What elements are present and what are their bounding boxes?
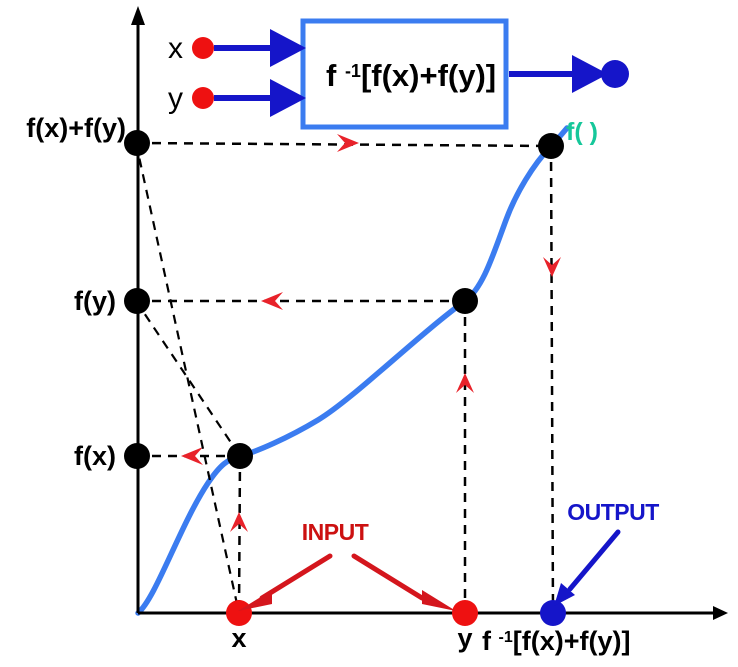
svg-text:x: x [168,32,183,65]
svg-text:y: y [457,623,472,653]
svg-text:f( ): f( ) [566,118,598,146]
svg-text:f(x): f(x) [74,441,116,471]
svg-text:INPUT: INPUT [302,519,369,545]
svg-text:y: y [168,82,183,115]
svg-text:f(x)+f(y): f(x)+f(y) [26,113,126,143]
svg-text:f(y): f(y) [74,286,116,316]
svg-text:OUTPUT: OUTPUT [567,499,659,525]
svg-text:x: x [231,623,246,653]
svg-text:f -1[f(x)+f(y)]: f -1[f(x)+f(y)] [482,626,630,656]
